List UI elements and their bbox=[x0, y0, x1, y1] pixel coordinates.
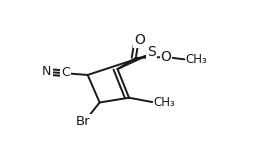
Text: CH₃: CH₃ bbox=[186, 53, 207, 66]
Text: Br: Br bbox=[76, 115, 91, 128]
Text: N: N bbox=[42, 65, 51, 78]
Text: CH₃: CH₃ bbox=[154, 96, 175, 109]
Text: O: O bbox=[134, 33, 145, 47]
Text: O: O bbox=[160, 50, 171, 64]
Text: S: S bbox=[147, 45, 156, 59]
Text: C: C bbox=[61, 66, 70, 79]
